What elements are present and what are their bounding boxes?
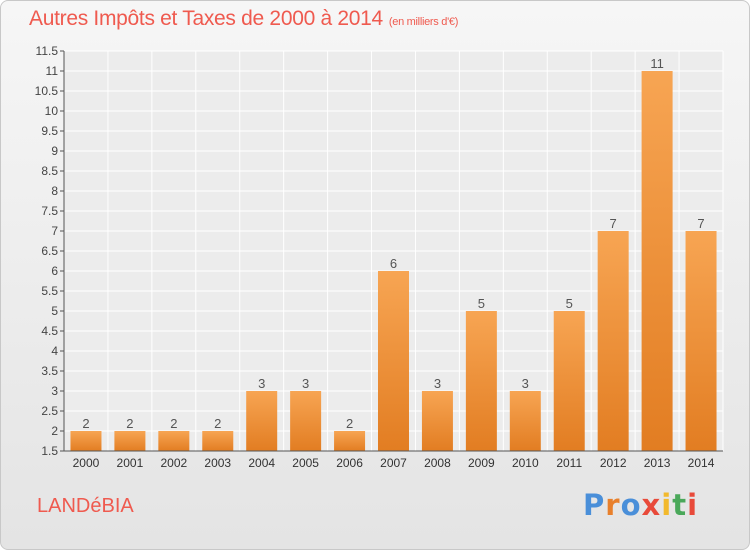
bar: [202, 431, 234, 451]
x-tick-label: 2001: [117, 456, 144, 470]
bar-value-label: 5: [478, 296, 485, 311]
x-tick-label: 2000: [73, 456, 100, 470]
x-tick-label: 2010: [512, 456, 539, 470]
bar: [114, 431, 146, 451]
x-tick-label: 2002: [160, 456, 187, 470]
x-tick-label: 2008: [424, 456, 451, 470]
bar: [290, 391, 322, 451]
bar-value-label: 2: [346, 416, 353, 431]
x-tick-label: 2009: [468, 456, 495, 470]
bar: [70, 431, 102, 451]
x-tick-label: 2014: [688, 456, 715, 470]
bar: [158, 431, 190, 451]
bar-value-label: 5: [566, 296, 573, 311]
brand-letter: x: [641, 488, 662, 522]
bar: [685, 231, 717, 451]
chart-title: Autres Impôts et Taxes de 2000 à 2014 (en…: [29, 7, 458, 31]
y-tick-label: 4.5: [41, 324, 58, 338]
chart-subtitle: (en milliers d'€): [388, 16, 459, 28]
y-tick-label: 11: [46, 64, 59, 78]
proxiti-logo[interactable]: Proxiti: [583, 488, 698, 522]
bar-value-label: 3: [434, 376, 441, 391]
y-tick-label: 8.5: [41, 164, 58, 178]
brand-letter: r: [605, 488, 621, 522]
y-tick-label: 8: [51, 184, 58, 198]
y-tick-label: 2.5: [41, 404, 58, 418]
x-tick-label: 2006: [336, 456, 363, 470]
y-tick-label: 9: [51, 144, 58, 158]
bar: [421, 391, 453, 451]
city-name: LANDéBIA: [37, 495, 134, 517]
bar: [509, 391, 541, 451]
x-tick-label: 2004: [248, 456, 275, 470]
bar-value-label: 2: [170, 416, 177, 431]
y-tick-label: 5.5: [41, 284, 58, 298]
bar-value-label: 2: [82, 416, 89, 431]
x-tick-label: 2005: [292, 456, 319, 470]
brand-letter: t: [672, 488, 688, 522]
y-tick-label: 6.5: [41, 244, 58, 258]
bar-value-label: 3: [522, 376, 529, 391]
brand-letter: i: [687, 488, 699, 522]
x-tick-label: 2007: [380, 456, 407, 470]
title-text: Autres Impôts et Taxes de 2000 à 2014: [29, 7, 383, 30]
bar: [246, 391, 278, 451]
bar-value-label: 2: [214, 416, 221, 431]
y-tick-label: 7: [51, 224, 58, 238]
y-tick-label: 10.5: [35, 84, 59, 98]
bar: [553, 311, 585, 451]
x-tick-label: 2003: [204, 456, 231, 470]
y-tick-label: 10: [45, 104, 59, 118]
y-tick-label: 11.5: [36, 44, 59, 58]
x-tick-label: 2011: [556, 456, 582, 470]
brand-letter: P: [583, 488, 606, 522]
bar-value-label: 3: [258, 376, 265, 391]
y-tick-label: 5: [51, 304, 58, 318]
y-tick-label: 2: [51, 424, 58, 438]
brand-letter: o: [620, 488, 642, 522]
bar-value-label: 2: [126, 416, 133, 431]
bar: [597, 231, 629, 451]
y-tick-label: 9.5: [41, 124, 58, 138]
bar-value-label: 6: [390, 256, 397, 271]
bar-value-label: 3: [302, 376, 309, 391]
y-tick-label: 3.5: [41, 364, 58, 378]
y-tick-label: 6: [51, 264, 58, 278]
bar: [378, 271, 409, 451]
bar: [465, 311, 497, 451]
brand-letter: i: [661, 488, 673, 522]
y-tick-label: 1.5: [41, 444, 58, 458]
y-tick-label: 7.5: [41, 204, 58, 218]
y-tick-label: 3: [51, 384, 58, 398]
bar: [334, 431, 366, 451]
bar: [641, 71, 673, 451]
x-tick-label: 2012: [600, 456, 627, 470]
bar-value-label: 7: [697, 216, 704, 231]
y-tick-label: 4: [51, 344, 58, 358]
bar-value-label: 7: [610, 216, 617, 231]
bar-value-label: 11: [650, 56, 664, 71]
x-tick-label: 2013: [644, 456, 671, 470]
